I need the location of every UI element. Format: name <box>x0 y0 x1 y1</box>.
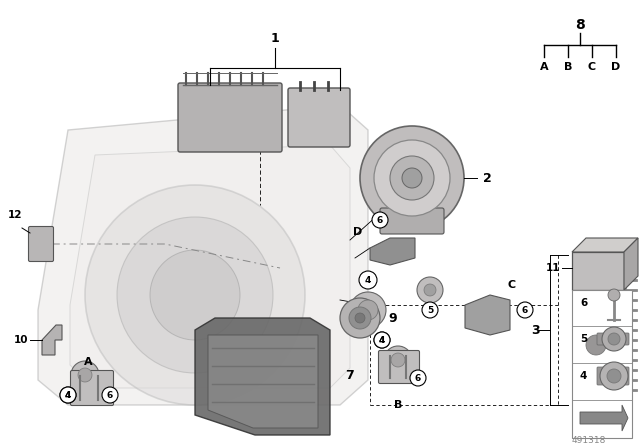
Text: A: A <box>540 62 548 72</box>
Text: 2: 2 <box>483 172 492 185</box>
Text: 6: 6 <box>107 391 113 400</box>
FancyBboxPatch shape <box>617 367 629 385</box>
Text: 1: 1 <box>271 31 280 44</box>
FancyBboxPatch shape <box>29 227 54 262</box>
Circle shape <box>608 333 620 345</box>
FancyBboxPatch shape <box>378 350 419 383</box>
Polygon shape <box>208 335 318 428</box>
Circle shape <box>340 298 380 338</box>
Circle shape <box>71 361 99 389</box>
Circle shape <box>85 185 305 405</box>
Circle shape <box>422 302 438 318</box>
Text: 11: 11 <box>545 263 560 273</box>
Circle shape <box>60 387 76 403</box>
Circle shape <box>372 212 388 228</box>
Text: 8: 8 <box>575 18 585 32</box>
FancyBboxPatch shape <box>597 367 609 385</box>
FancyBboxPatch shape <box>617 333 629 345</box>
Text: 4: 4 <box>379 336 385 345</box>
Text: 4: 4 <box>580 371 588 381</box>
Circle shape <box>349 307 371 329</box>
Text: 5: 5 <box>580 334 588 344</box>
Bar <box>572 290 632 438</box>
Circle shape <box>150 250 240 340</box>
Text: C: C <box>508 280 516 290</box>
Polygon shape <box>42 325 62 355</box>
Circle shape <box>117 217 273 373</box>
Text: 4: 4 <box>365 276 371 284</box>
Circle shape <box>391 353 405 367</box>
Text: A: A <box>84 357 92 367</box>
Circle shape <box>517 302 533 318</box>
Circle shape <box>350 292 386 328</box>
Circle shape <box>390 156 434 200</box>
FancyBboxPatch shape <box>574 253 626 407</box>
FancyBboxPatch shape <box>70 370 113 405</box>
Bar <box>572 252 624 290</box>
Text: 9: 9 <box>388 311 397 324</box>
Circle shape <box>78 368 92 382</box>
FancyBboxPatch shape <box>178 83 282 152</box>
Polygon shape <box>572 238 638 252</box>
Circle shape <box>608 289 620 301</box>
Polygon shape <box>580 405 628 431</box>
Circle shape <box>384 346 412 374</box>
Circle shape <box>424 284 436 296</box>
Circle shape <box>374 332 390 348</box>
Text: 4: 4 <box>379 336 385 345</box>
Circle shape <box>410 370 426 386</box>
Circle shape <box>360 126 464 230</box>
Text: 7: 7 <box>345 369 354 382</box>
Text: C: C <box>588 62 596 72</box>
Text: 491318: 491318 <box>572 435 606 444</box>
FancyBboxPatch shape <box>288 88 350 147</box>
Circle shape <box>60 387 76 403</box>
Circle shape <box>586 335 606 355</box>
Circle shape <box>602 327 626 351</box>
Circle shape <box>574 323 618 367</box>
Polygon shape <box>370 238 415 265</box>
Polygon shape <box>70 145 350 388</box>
Text: 3: 3 <box>532 323 540 336</box>
Polygon shape <box>465 295 510 335</box>
Circle shape <box>600 362 628 390</box>
Circle shape <box>102 387 118 403</box>
Text: 6: 6 <box>580 298 588 308</box>
Text: 6: 6 <box>522 306 528 314</box>
Text: B: B <box>564 62 572 72</box>
Circle shape <box>374 332 390 348</box>
Text: D: D <box>353 227 363 237</box>
Circle shape <box>355 313 365 323</box>
Text: 10: 10 <box>13 335 28 345</box>
Polygon shape <box>195 318 330 435</box>
Text: 5: 5 <box>427 306 433 314</box>
Circle shape <box>417 277 443 303</box>
Text: 4: 4 <box>65 391 71 400</box>
Circle shape <box>607 369 621 383</box>
Text: B: B <box>394 400 402 410</box>
FancyBboxPatch shape <box>380 208 444 234</box>
Text: 6: 6 <box>415 374 421 383</box>
Polygon shape <box>624 238 638 290</box>
Polygon shape <box>38 105 368 405</box>
FancyBboxPatch shape <box>597 333 609 345</box>
Text: 6: 6 <box>377 215 383 224</box>
Text: 12: 12 <box>8 210 22 220</box>
Circle shape <box>402 168 422 188</box>
Text: 4: 4 <box>65 391 71 400</box>
Circle shape <box>358 300 378 320</box>
Text: D: D <box>611 62 621 72</box>
Circle shape <box>359 271 377 289</box>
Circle shape <box>374 140 450 216</box>
